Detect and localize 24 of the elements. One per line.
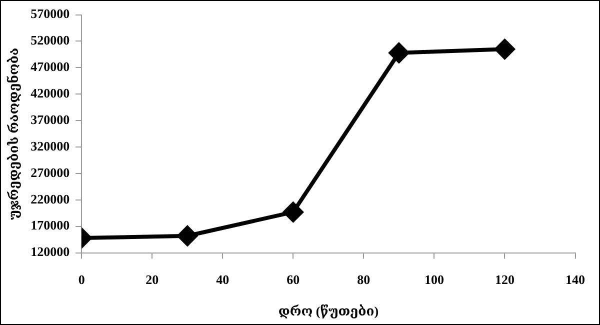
y-tick-label: 520000 <box>30 32 70 48</box>
x-tick-label: 120 <box>494 272 514 287</box>
point <box>494 39 515 60</box>
y-tick-label: 470000 <box>30 59 70 74</box>
x-tick-label: 0 <box>78 272 85 287</box>
x-tick-label: 80 <box>357 272 370 287</box>
point <box>177 226 198 246</box>
x-tick-label: 140 <box>566 272 585 287</box>
x-tick-label: 60 <box>286 272 300 287</box>
point <box>388 42 409 63</box>
x-tick-label: 20 <box>146 272 159 287</box>
point <box>283 202 304 222</box>
y-tick-label: 420000 <box>30 85 70 100</box>
x-axis-title: დრო (წუთები) <box>278 304 379 319</box>
y-tick-label: 120000 <box>30 244 70 260</box>
x-tick-label: 40 <box>216 272 230 287</box>
y-tick-label: 270000 <box>30 164 70 180</box>
y-tick-label: 570000 <box>30 6 70 22</box>
y-tick-label: 170000 <box>30 218 70 233</box>
x-tick-label: 100 <box>424 272 444 287</box>
y-axis-title: უჯრედების რაოდენობა <box>6 47 22 220</box>
y-tick-label: 220000 <box>30 191 70 206</box>
y-tick-label: 370000 <box>30 112 70 127</box>
y-tick-label: 320000 <box>30 138 70 154</box>
